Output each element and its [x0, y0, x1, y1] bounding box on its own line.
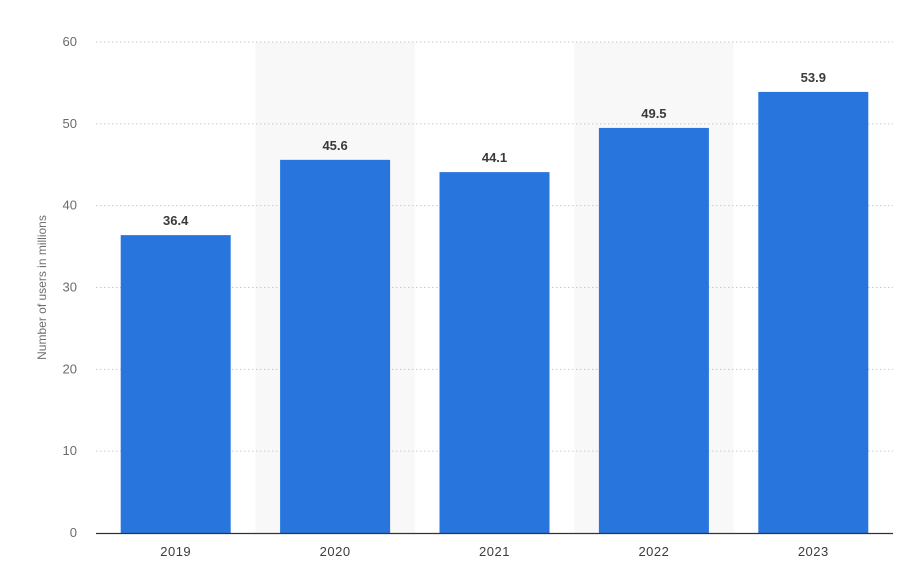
data-label-2022: 49.5 [641, 106, 666, 121]
x-axis-tick-labels: 2019 2020 2021 2022 2023 [160, 544, 829, 559]
y-tick-label: 40 [63, 198, 77, 213]
y-tick-label: 20 [63, 361, 77, 376]
data-label-2021: 44.1 [482, 150, 507, 165]
x-tick-label-2023: 2023 [798, 544, 829, 559]
bar-2021[interactable] [439, 172, 550, 534]
data-labels: 36.4 45.6 44.1 49.5 53.9 [163, 70, 826, 228]
data-label-2023: 53.9 [801, 70, 826, 85]
bars [120, 91, 869, 534]
data-label-2019: 36.4 [163, 213, 189, 228]
bar-2020[interactable] [280, 159, 391, 533]
x-tick-label-2019: 2019 [160, 544, 191, 559]
x-tick-label-2021: 2021 [479, 544, 510, 559]
y-tick-label: 50 [63, 116, 77, 131]
y-axis-tick-labels: 0 10 20 30 40 50 60 [63, 34, 77, 540]
y-tick-label: 30 [63, 280, 77, 295]
y-tick-label: 0 [70, 525, 77, 540]
bar-2023[interactable] [758, 91, 869, 533]
data-label-2020: 45.6 [322, 138, 347, 153]
bar-2022[interactable] [598, 127, 709, 534]
y-axis-title: Number of users in millions [35, 215, 49, 360]
y-tick-label: 10 [63, 443, 77, 458]
x-tick-label-2020: 2020 [320, 544, 351, 559]
y-tick-label: 60 [63, 34, 77, 49]
bar-2019[interactable] [120, 235, 231, 534]
x-tick-label-2022: 2022 [638, 544, 669, 559]
